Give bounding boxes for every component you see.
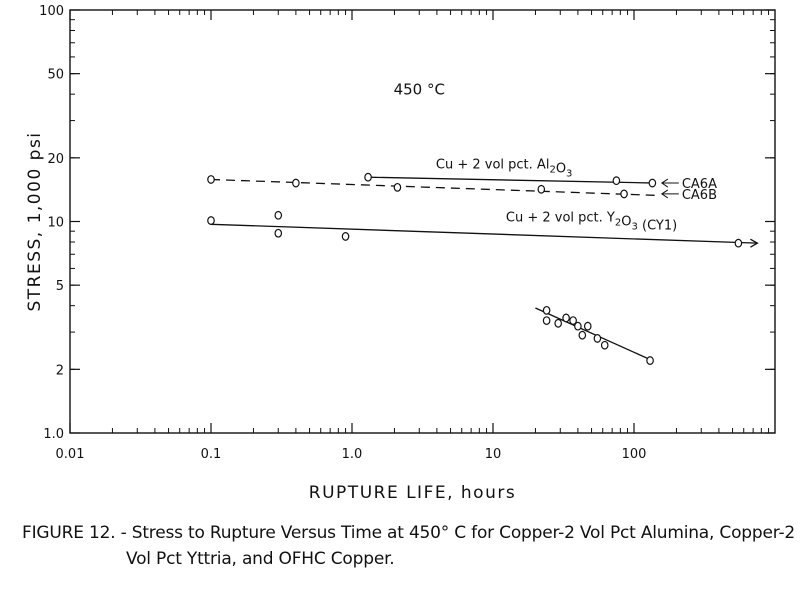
- annotation-arrowhead: [660, 189, 669, 199]
- y-tick-label: 10: [47, 216, 64, 231]
- series-annotation: Cu + 2 vol pct. Al2O3: [436, 158, 573, 180]
- data-point: [562, 313, 570, 323]
- data-point: [646, 356, 654, 365]
- x-axis-label: RUPTURE LIFE, hours: [309, 483, 516, 503]
- fit-lines: [210, 176, 759, 362]
- data-point: [583, 321, 592, 331]
- data-point: [364, 172, 372, 182]
- y-tick-label: 2: [56, 363, 64, 378]
- fit-line-ca6a: [368, 176, 655, 184]
- plot-axes: [69, 9, 776, 434]
- chart-labels: 0.01 0.1 1.0 10 100 1.0 2 5 10 20 50 100 RUPTURE LIF…: [25, 4, 717, 503]
- data-point: [569, 316, 577, 325]
- data-point: [734, 238, 743, 248]
- data-point: [292, 178, 300, 188]
- stress-rupture-chart: 0.01 0.1 1.0 10 100 1.0 2 5 10 20 50 100 RUPTURE LIF…: [25, 4, 776, 503]
- data-point: [341, 232, 350, 241]
- data-point: [593, 334, 602, 343]
- caption-line-1: FIGURE 12. - Stress to Rupture Versus Ti…: [22, 523, 795, 543]
- fit-line-ofhc-hard-drawn-: [535, 307, 653, 362]
- data-point: [274, 228, 283, 238]
- data-point: [542, 305, 551, 315]
- y-axis-label: STRESS, 1,000 psi: [25, 131, 45, 311]
- runout-arrow: [750, 238, 759, 248]
- data-point: [537, 184, 546, 194]
- data-points: [207, 172, 743, 365]
- data-point: [620, 189, 628, 199]
- fit-line-cy1: [210, 223, 758, 244]
- series-annotation: Cu + 2 vol pct. Y2O3 (CY1): [506, 211, 677, 234]
- y-tick-label: 100: [39, 4, 64, 19]
- annotation-arrowhead: [660, 178, 669, 188]
- y-tick-label: 5: [56, 279, 64, 294]
- data-point: [600, 340, 609, 350]
- y-tick-label: 20: [47, 152, 64, 167]
- caption-line-2: Vol Pct Yttria, and OFHC Copper.: [126, 549, 395, 569]
- x-tick-label: 0.01: [56, 447, 85, 462]
- data-point: [554, 318, 562, 328]
- data-point: [578, 330, 587, 340]
- data-point: [207, 175, 215, 184]
- y-tick-label: 50: [47, 68, 64, 83]
- data-point: [574, 321, 582, 331]
- figure-caption: FIGURE 12. - Stress to Rupture Versus Ti…: [22, 520, 798, 572]
- data-point: [612, 176, 621, 186]
- y-tick-label: 1.0: [43, 427, 64, 442]
- data-point: [542, 316, 551, 325]
- data-point: [648, 178, 657, 188]
- series-label: CA6B: [682, 188, 717, 203]
- data-point: [207, 216, 215, 225]
- series-label: CA6A: [682, 177, 717, 192]
- data-point: [274, 210, 283, 220]
- data-point: [393, 182, 402, 192]
- chart-title: 450 °C: [394, 81, 445, 99]
- x-tick-label: 10: [485, 447, 502, 462]
- x-tick-label: 0.1: [201, 447, 222, 462]
- x-tick-label: 1.0: [342, 447, 363, 462]
- x-tick-label: 100: [622, 447, 647, 462]
